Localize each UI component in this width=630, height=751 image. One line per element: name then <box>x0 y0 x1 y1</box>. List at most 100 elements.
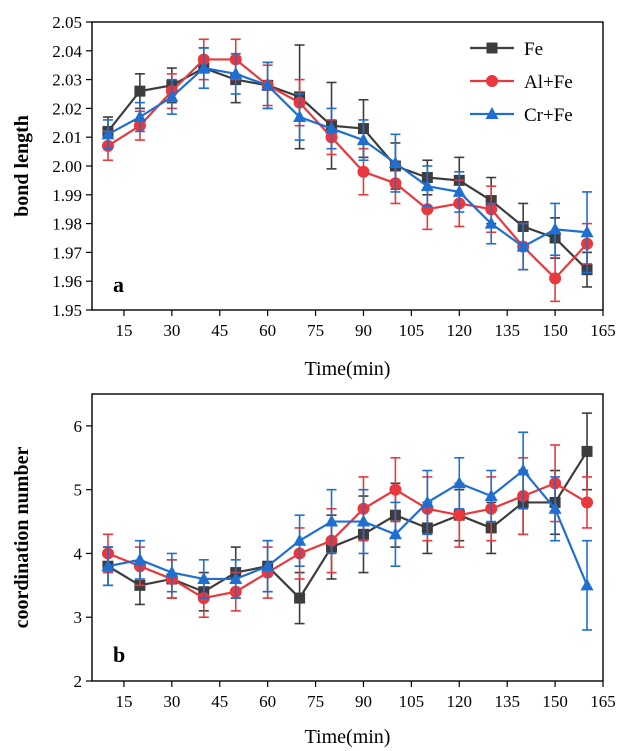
chart-a-data-point <box>548 222 562 235</box>
chart-a-legend-marker <box>485 107 499 119</box>
chart-b-data-point <box>388 527 402 540</box>
chart-a-data-point <box>197 61 211 74</box>
chart-b-data-point <box>294 592 306 604</box>
chart-a-x-axis-title: Time(min) <box>305 358 391 380</box>
chart-b-y-tick-label: 6 <box>74 417 83 436</box>
chart-a-data-point <box>452 184 466 197</box>
chart-a-data-point <box>580 225 594 238</box>
chart-a-y-tick-label: 2.05 <box>52 13 82 32</box>
chart-a-panel-label: a <box>113 272 124 297</box>
chart-b-x-tick-label: 75 <box>307 692 324 711</box>
chart-a-data-point <box>134 85 146 97</box>
chart-b-data-point <box>133 552 147 565</box>
chart-a-data-point <box>229 66 243 79</box>
chart-b-x-axis-title: Time(min) <box>305 726 391 748</box>
chart-a-x-tick-label: 135 <box>494 321 520 340</box>
chart-a-legend-marker <box>486 75 498 87</box>
chart-a-legend-label: Al+Fe <box>524 72 573 93</box>
chart-a-series-line <box>107 66 588 248</box>
chart-a-y-tick-label: 2.04 <box>52 42 82 61</box>
chart-b-x-tick-label: 120 <box>447 692 473 711</box>
chart-a-data-point <box>325 121 339 134</box>
chart-a-y-tick-label: 2.03 <box>52 71 82 90</box>
chart-b-x-tick-label: 30 <box>163 692 180 711</box>
chart-a-series-cr-fe <box>101 47 594 274</box>
chart-b-x-tick-label: 60 <box>259 692 276 711</box>
chart-a-legend-label: Fe <box>524 39 543 60</box>
chart-b-data-point <box>452 476 466 489</box>
chart-a-series-line <box>107 58 588 280</box>
chart-b-data-point <box>453 509 466 522</box>
chart-a-x-tick-label: 150 <box>542 321 568 340</box>
chart-a-x-tick-label: 15 <box>115 321 132 340</box>
chart-b-data-point <box>229 571 243 584</box>
chart-a-y-tick-label: 1.95 <box>52 301 82 320</box>
chart-b-series-line <box>107 482 588 600</box>
chart-a-y-tick-label: 2.00 <box>52 157 82 176</box>
chart-a-legend-marker <box>486 42 498 54</box>
chart-b-y-axis-title: coordination number <box>11 447 33 629</box>
chart-b-data-point <box>581 445 593 457</box>
chart-a-data-point <box>549 272 562 285</box>
chart-b-series-cr-fe <box>101 431 594 631</box>
chart-a-x-tick-label: 165 <box>590 321 616 340</box>
chart-a-x-tick-label: 60 <box>259 321 276 340</box>
chart-a-data-point <box>356 133 370 146</box>
chart-a-data-point <box>293 110 307 123</box>
chart-a-x-tick-label: 75 <box>307 321 324 340</box>
chart-b-y-tick-label: 3 <box>74 608 83 627</box>
chart-a-y-tick-label: 1.97 <box>52 243 82 262</box>
chart-b-y-tick-label: 4 <box>74 544 83 563</box>
chart-b-data-point <box>165 565 179 578</box>
chart-a-y-tick-label: 1.98 <box>52 215 82 234</box>
chart-a-x-tick-label: 120 <box>447 321 473 340</box>
chart-b-data-point <box>261 559 275 572</box>
chart-a-data-point <box>484 216 498 229</box>
chart-b-data-point <box>356 514 370 527</box>
chart-a-data-point <box>165 89 179 102</box>
chart-a-x-tick-label: 105 <box>399 321 425 340</box>
chart-a-data-point <box>133 110 147 123</box>
chart-a-y-tick-label: 2.02 <box>52 99 82 118</box>
chart-a-data-point <box>101 127 115 140</box>
chart-b-data-point <box>197 571 211 584</box>
chart-a-plot-frame <box>91 21 604 311</box>
chart-a-series-line <box>107 66 588 271</box>
chart-a-y-axis-title: bond length <box>11 115 33 217</box>
chart-a-data-point <box>261 78 275 91</box>
chart-b-x-tick-label: 105 <box>399 692 425 711</box>
chart-a-data-point <box>357 165 370 178</box>
chart-b-y-tick-label: 2 <box>74 672 83 691</box>
chart-a-x-tick-label: 30 <box>163 321 180 340</box>
chart-a-data-point <box>420 179 434 192</box>
chart-b-plot-frame <box>91 393 604 682</box>
chart-a-y-tick-label: 1.96 <box>52 272 82 291</box>
chart-b-series-line <box>107 450 588 600</box>
chart-b-data-point <box>325 514 339 527</box>
chart-a-y-tick-label: 2.01 <box>52 128 82 147</box>
chart-a-data-point <box>388 156 402 169</box>
chart-b-x-tick-label: 90 <box>355 692 372 711</box>
chart-a-series-al-fe <box>101 38 594 303</box>
chart-b-data-point <box>516 463 530 476</box>
chart-a-x-tick-label: 45 <box>211 321 228 340</box>
chart-b-x-tick-label: 165 <box>590 692 616 711</box>
chart-b-data-point <box>581 496 594 509</box>
chart-b-data-point <box>580 578 594 591</box>
panel-a: 15 30 45 60 75 90 105 120 135 150 165 1.95 1.96 1.97 1… <box>11 13 616 380</box>
chart-b-data-point <box>420 495 434 508</box>
panel-b: 15 30 45 60 75 90 105 120 135 150 16523456Time(min… <box>11 393 616 748</box>
chart-b-x-tick-label: 15 <box>115 692 132 711</box>
chart-b-panel-label: b <box>113 642 125 667</box>
chart-a-legend-label: Cr+Fe <box>524 105 573 126</box>
chart-b-series-line <box>107 469 589 586</box>
chart-a-data-point <box>516 239 530 252</box>
chart-b-y-tick-label: 5 <box>74 481 83 500</box>
chart-b-data-point <box>548 501 562 514</box>
chart-a-legend: Fe Al+Fe Cr+Fe <box>470 39 573 126</box>
chart-b-data-point <box>484 489 498 502</box>
chart-b-data-point <box>101 559 115 572</box>
chart-b-data-point <box>389 483 402 496</box>
chart-a-x-tick-label: 90 <box>355 321 372 340</box>
